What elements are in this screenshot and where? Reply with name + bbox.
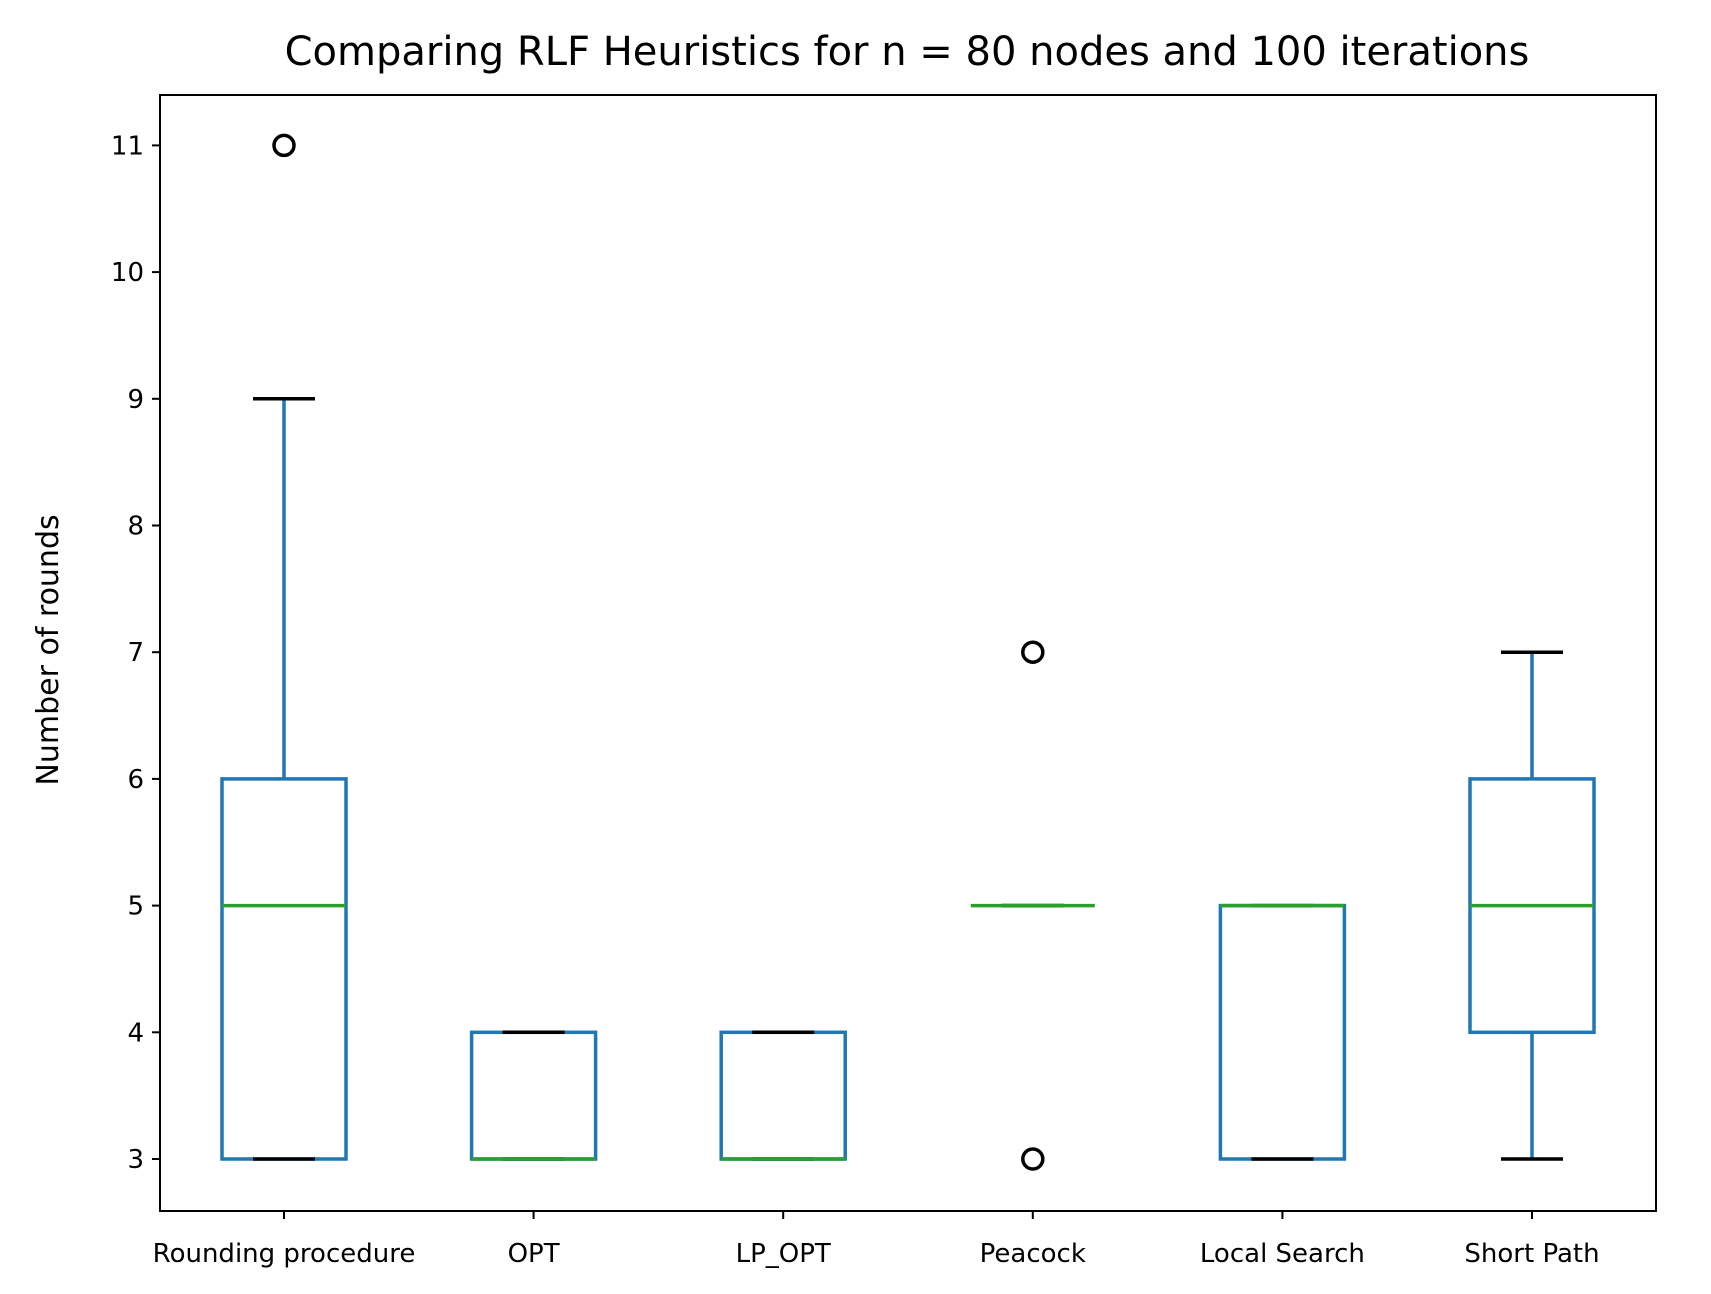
y-tick-label: 7 (127, 638, 144, 668)
y-axis-label: Number of rounds (31, 514, 66, 785)
y-tick-label: 11 (111, 131, 144, 161)
x-tick-label: OPT (508, 1239, 560, 1269)
y-tick-label: 4 (127, 1018, 144, 1048)
y-tick-label: 10 (111, 258, 144, 288)
plot-frame (159, 94, 1657, 1212)
y-tick-label: 9 (127, 385, 144, 415)
plot-area: 3 4 5 6 7 8 9 10 11 Rounding procedure OPT LP_OPT Pe… (111, 131, 1600, 1269)
outlier-point (272, 133, 296, 158)
y-tick-label: 6 (127, 765, 144, 795)
x-tick-label: Local Search (1200, 1239, 1365, 1269)
y-tick-label: 8 (127, 512, 144, 542)
x-tick-label: Short Path (1464, 1239, 1599, 1269)
y-tick-label: 3 (127, 1145, 144, 1175)
x-tick-label: Peacock (980, 1239, 1086, 1269)
x-tick-label: Rounding procedure (153, 1239, 416, 1269)
outlier-point (1021, 1147, 1045, 1171)
y-tick-label: 5 (127, 892, 144, 922)
outlier-point (1021, 640, 1045, 664)
x-tick-label: LP_OPT (736, 1239, 831, 1269)
chart-title: Comparing RLF Heuristics for n = 80 node… (285, 29, 1530, 75)
